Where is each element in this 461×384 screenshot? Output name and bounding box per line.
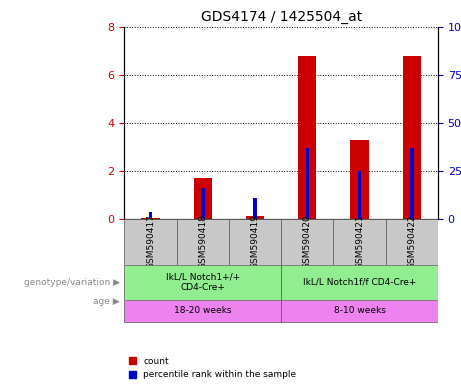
Bar bbox=[281, 219, 333, 265]
Text: GSM590420: GSM590420 bbox=[303, 215, 312, 269]
Text: genotype/variation ▶: genotype/variation ▶ bbox=[24, 278, 120, 287]
Bar bbox=[124, 219, 177, 265]
Bar bbox=[142, 218, 160, 219]
Bar bbox=[306, 148, 309, 219]
Bar bbox=[124, 300, 281, 322]
Bar bbox=[298, 56, 317, 219]
Text: GSM590417: GSM590417 bbox=[146, 215, 155, 269]
Bar bbox=[124, 265, 281, 300]
Text: 8-10 weeks: 8-10 weeks bbox=[334, 306, 385, 315]
Text: GSM590422: GSM590422 bbox=[408, 215, 416, 269]
Text: GSM590418: GSM590418 bbox=[198, 215, 207, 269]
Bar bbox=[281, 300, 438, 322]
Bar bbox=[403, 56, 421, 219]
Bar bbox=[386, 219, 438, 265]
Bar bbox=[350, 140, 369, 219]
Bar bbox=[246, 217, 264, 219]
Bar bbox=[229, 219, 281, 265]
Bar bbox=[194, 178, 212, 219]
Bar bbox=[149, 212, 153, 219]
Legend: count, percentile rank within the sample: count, percentile rank within the sample bbox=[129, 357, 296, 379]
Bar bbox=[410, 148, 414, 219]
Bar bbox=[177, 219, 229, 265]
Text: IkL/L Notch1+/+
CD4-Cre+: IkL/L Notch1+/+ CD4-Cre+ bbox=[166, 273, 240, 292]
Text: age ▶: age ▶ bbox=[93, 297, 120, 306]
Bar bbox=[333, 219, 386, 265]
Text: GSM590419: GSM590419 bbox=[251, 215, 260, 269]
Text: GSM590421: GSM590421 bbox=[355, 215, 364, 269]
Text: IkL/L Notch1f/f CD4-Cre+: IkL/L Notch1f/f CD4-Cre+ bbox=[303, 278, 416, 287]
Text: 18-20 weeks: 18-20 weeks bbox=[174, 306, 231, 315]
Bar bbox=[281, 265, 438, 300]
Bar bbox=[201, 188, 205, 219]
Bar bbox=[358, 171, 361, 219]
Bar bbox=[253, 198, 257, 219]
Title: GDS4174 / 1425504_at: GDS4174 / 1425504_at bbox=[201, 10, 362, 25]
